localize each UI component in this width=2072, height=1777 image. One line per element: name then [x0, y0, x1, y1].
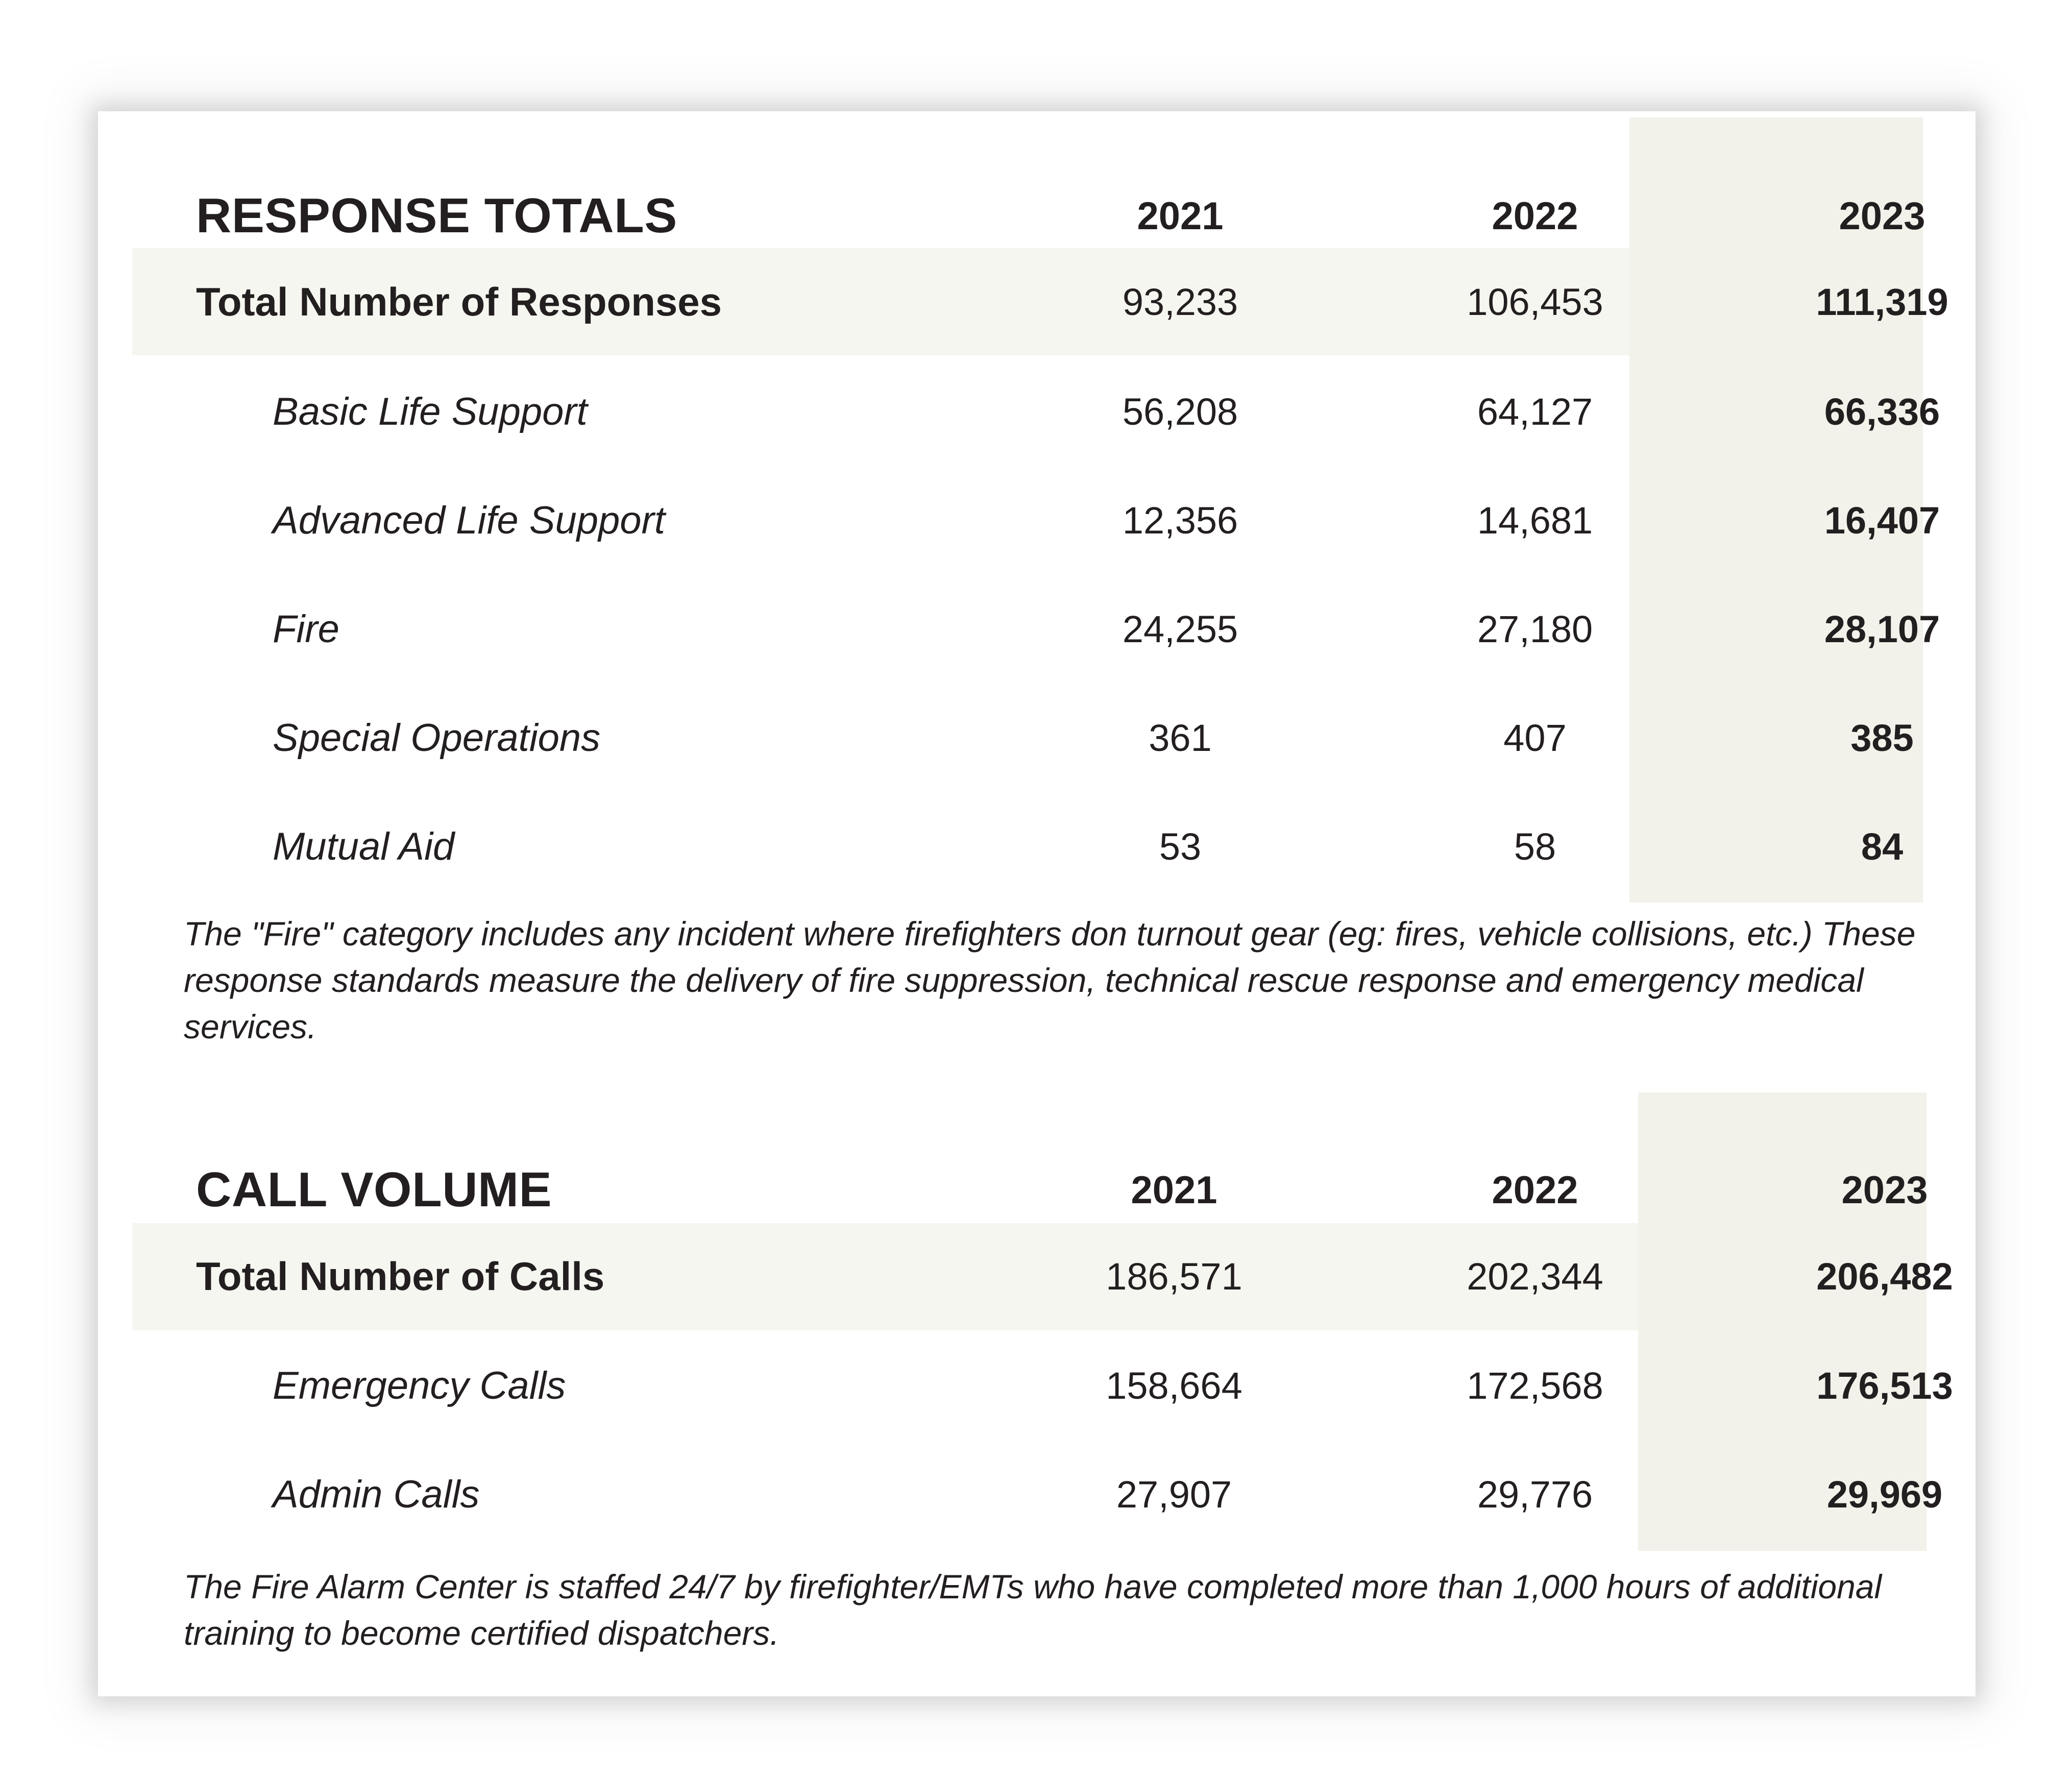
- calls-total-2023: 206,482: [1816, 1255, 1953, 1298]
- row-value-2021: 27,907: [1116, 1473, 1232, 1516]
- row-value-2021: 53: [1159, 825, 1202, 868]
- response-totals-note: The "Fire" category includes any inciden…: [184, 915, 1916, 1045]
- calls-header-row: CALL VOLUME 2021 2022 2023: [98, 1162, 1976, 1217]
- calls-2023-highlight: [1638, 1092, 1927, 1551]
- row-value-2023: 66,336: [1824, 390, 1940, 433]
- row-value-2021: 12,356: [1122, 499, 1238, 542]
- calls-year-2021: 2021: [1131, 1168, 1217, 1212]
- row-label: Emergency Calls: [273, 1364, 566, 1407]
- response-year-2022: 2022: [1492, 194, 1578, 238]
- response-total-2023: 111,319: [1816, 280, 1948, 323]
- row-value-2022: 172,568: [1467, 1364, 1603, 1407]
- response-year-2023: 2023: [1839, 194, 1925, 238]
- row-value-2023: 28,107: [1824, 607, 1940, 650]
- row-value-2022: 407: [1503, 716, 1567, 759]
- calls-year-2023: 2023: [1841, 1168, 1928, 1212]
- row-value-2021: 361: [1149, 716, 1212, 759]
- table-row: Basic Life Support 56,208 64,127 66,336: [98, 386, 1976, 437]
- row-value-2022: 58: [1514, 825, 1556, 868]
- calls-total-2022: 202,344: [1467, 1255, 1603, 1298]
- row-value-2023: 385: [1850, 716, 1914, 759]
- row-label: Mutual Aid: [273, 824, 455, 868]
- response-totals-title: RESPONSE TOTALS: [196, 188, 677, 243]
- row-value-2023: 16,407: [1824, 499, 1940, 542]
- table-row: Admin Calls 27,907 29,776 29,969: [98, 1469, 1976, 1520]
- row-value-2021: 24,255: [1122, 607, 1238, 650]
- response-total-band: [132, 248, 1629, 355]
- row-label: Fire: [273, 607, 339, 651]
- response-total-row: Total Number of Responses 93,233 106,453…: [98, 276, 1976, 327]
- row-value-2023: 29,969: [1826, 1473, 1943, 1516]
- calls-total-label: Total Number of Calls: [196, 1253, 605, 1299]
- response-total-2021: 93,233: [1122, 280, 1238, 323]
- calls-total-band: [132, 1223, 1638, 1330]
- row-value-2021: 56,208: [1122, 390, 1238, 433]
- response-total-label: Total Number of Responses: [196, 279, 722, 324]
- stats-card: RESPONSE TOTALS 2021 2022 2023 Total Num…: [98, 111, 1976, 1696]
- response-2023-highlight: [1629, 117, 1923, 903]
- row-value-2022: 29,776: [1477, 1473, 1593, 1516]
- call-volume-title: CALL VOLUME: [196, 1162, 552, 1217]
- calls-year-2022: 2022: [1492, 1168, 1578, 1212]
- row-label: Advanced Life Support: [273, 498, 665, 542]
- calls-total-row: Total Number of Calls 186,571 202,344 20…: [98, 1251, 1976, 1302]
- calls-total-2021: 186,571: [1106, 1255, 1242, 1298]
- row-value-2022: 64,127: [1477, 390, 1593, 433]
- row-value-2023: 84: [1861, 825, 1904, 868]
- row-value-2022: 27,180: [1477, 607, 1593, 650]
- row-value-2022: 14,681: [1477, 499, 1593, 542]
- row-label: Special Operations: [273, 716, 601, 760]
- response-year-2021: 2021: [1137, 194, 1224, 238]
- row-label: Basic Life Support: [273, 390, 588, 433]
- response-header-row: RESPONSE TOTALS 2021 2022 2023: [98, 188, 1976, 243]
- row-label: Admin Calls: [273, 1472, 480, 1516]
- response-total-2022: 106,453: [1467, 280, 1603, 323]
- table-row: Emergency Calls 158,664 172,568 176,513: [98, 1360, 1976, 1411]
- row-value-2021: 158,664: [1106, 1364, 1242, 1407]
- table-row: Special Operations 361 407 385: [98, 712, 1976, 763]
- table-row: Advanced Life Support 12,356 14,681 16,4…: [98, 495, 1976, 546]
- table-row: Fire 24,255 27,180 28,107: [98, 603, 1976, 654]
- row-value-2023: 176,513: [1816, 1364, 1953, 1407]
- call-volume-note: The Fire Alarm Center is staffed 24/7 by…: [184, 1568, 1882, 1652]
- table-row: Mutual Aid 53 58 84: [98, 821, 1976, 872]
